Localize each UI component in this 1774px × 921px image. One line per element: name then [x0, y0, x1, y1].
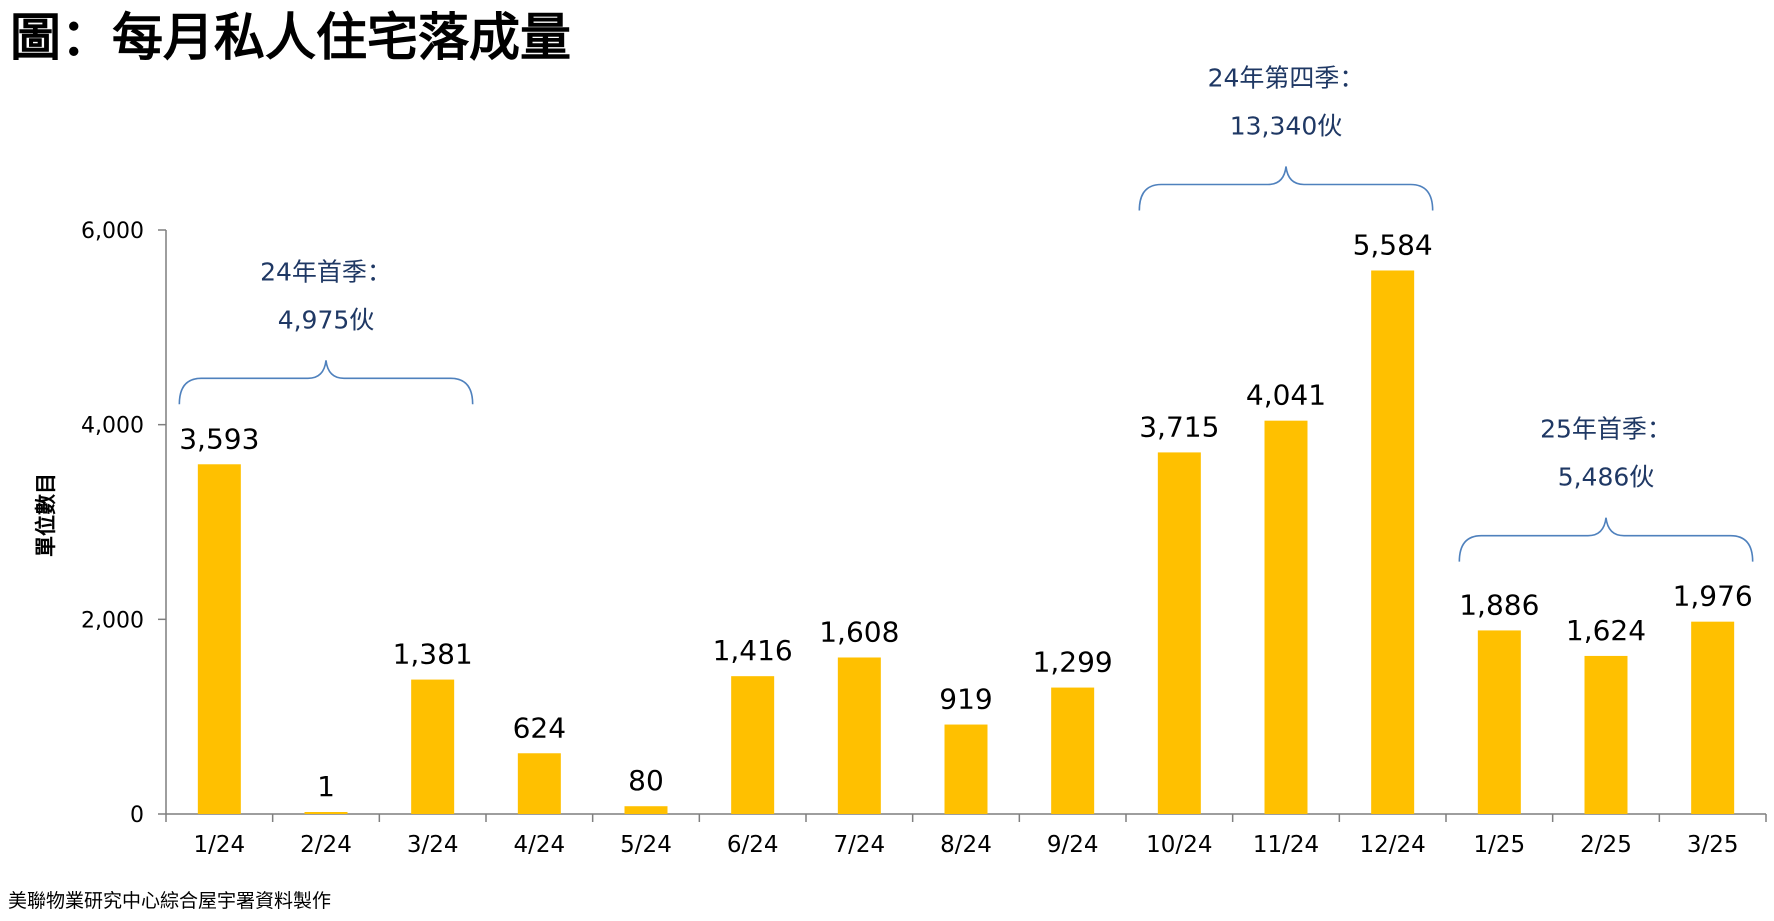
- bar-10-24: [1157, 452, 1201, 814]
- bar-4-24: [517, 753, 561, 814]
- value-label: 1,624: [1566, 614, 1646, 647]
- x-tick-label: 7/24: [834, 832, 886, 858]
- page-title: 圖：每月私人住宅落成量: [10, 9, 572, 68]
- x-tick-labels: 1/24 2/24 3/24 4/24 5/24 6/24 7/24 8/24 9/24 10/2…: [194, 832, 1739, 858]
- x-tick-label: 8/24: [940, 832, 992, 858]
- bar-3-24: [411, 679, 455, 814]
- annotation-bracket: [178, 360, 474, 405]
- x-tick-label: 6/24: [727, 832, 779, 858]
- y-axis-title: 單位數目: [34, 473, 58, 557]
- bar-7-24: [837, 657, 881, 814]
- value-label: 4,041: [1246, 379, 1326, 412]
- bar-12-24: [1371, 270, 1415, 814]
- bar-3-25: [1691, 621, 1735, 814]
- y-axis-title-group: 單位數目: [34, 473, 58, 557]
- bar-9-24: [1051, 687, 1095, 814]
- value-label: 5,584: [1353, 228, 1433, 261]
- x-tick-label: 4/24: [514, 832, 566, 858]
- bar-8-24: [944, 724, 988, 814]
- annotation-bracket: [1458, 517, 1754, 562]
- y-tick-labels: 0 2,000 4,000 6,000: [81, 219, 144, 828]
- bar-5-24: [624, 806, 668, 814]
- x-tick-label: 1/24: [194, 832, 246, 858]
- annotation-period: 24年首季：: [260, 257, 392, 286]
- value-label: 1: [317, 770, 335, 803]
- bar-1-25: [1477, 630, 1521, 814]
- x-tick-label: 3/24: [407, 832, 459, 858]
- x-tick-label: 10/24: [1146, 832, 1212, 858]
- value-label: 1,416: [713, 634, 793, 667]
- value-label: 624: [513, 711, 566, 744]
- value-label: 3,715: [1139, 410, 1219, 443]
- bar-11-24: [1264, 420, 1308, 814]
- x-tick-label: 9/24: [1047, 832, 1099, 858]
- annotation-period: 24年第四季：: [1208, 63, 1365, 92]
- value-labels: 3,593 1 1,381 624 80 1,416 1,608 919 1,299 3,715 4…: [179, 228, 1753, 803]
- x-tick-label: 11/24: [1253, 832, 1319, 858]
- chart-bars: [197, 270, 1735, 814]
- annotation-total: 5,486伙: [1558, 463, 1655, 492]
- bar-1-24: [197, 464, 241, 814]
- y-tick-label: 2,000: [81, 608, 144, 633]
- annotation-bracket: [1138, 166, 1434, 211]
- x-tick-label: 3/25: [1687, 832, 1739, 858]
- bar-2-25: [1584, 655, 1628, 814]
- value-label: 1,886: [1459, 588, 1539, 621]
- y-tick-label: 4,000: [81, 414, 144, 439]
- x-tick-label: 12/24: [1360, 832, 1426, 858]
- x-tick-label: 5/24: [620, 832, 672, 858]
- y-tick-label: 6,000: [81, 219, 144, 244]
- annotation-total: 4,975伙: [278, 305, 375, 334]
- value-label: 1,299: [1033, 646, 1113, 679]
- bar-6-24: [731, 676, 775, 814]
- value-label: 1,608: [819, 615, 899, 648]
- bar-2-24: [304, 812, 348, 814]
- x-tick-label: 2/24: [300, 832, 352, 858]
- y-tick-label: 0: [130, 803, 144, 828]
- annotation-total: 13,340伙: [1230, 111, 1342, 140]
- value-label: 3,593: [179, 422, 259, 455]
- value-label: 1,976: [1673, 580, 1753, 613]
- annotation-period: 25年首季：: [1540, 415, 1672, 444]
- value-label: 1,381: [393, 638, 473, 671]
- source-note: 美聯物業研究中心綜合屋宇署資料製作: [8, 890, 332, 912]
- x-tick-label: 1/25: [1474, 832, 1526, 858]
- value-label: 80: [628, 764, 664, 797]
- value-label: 919: [939, 683, 992, 716]
- period-annotations: 24年首季： 4,975伙 24年第四季： 13,340伙 25年首季： 5,486伙: [178, 63, 1754, 562]
- x-tick-label: 2/25: [1580, 832, 1632, 858]
